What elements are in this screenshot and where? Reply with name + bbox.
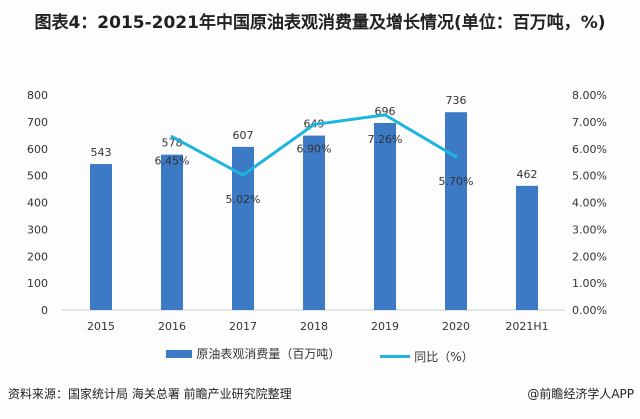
y-left-tick-label: 600 [27,143,48,156]
y-right-tick-label: 6.00% [572,143,607,156]
y-right-tick-label: 5.00% [572,170,607,183]
line-point [312,123,316,127]
x-tick-label: 2016 [158,320,186,333]
legend-item-bar: 原油表观消费量（百万吨） [166,345,340,362]
y-left-tick-label: 100 [27,277,48,290]
line-point [170,135,174,139]
y-left-tick-label: 800 [27,89,48,102]
bar-value-label: 543 [91,146,112,159]
bar-value-label: 578 [162,137,183,150]
y-left-tick-label: 300 [27,223,48,236]
x-tick-label: 2018 [300,320,328,333]
y-right-tick-label: 1.00% [572,277,607,290]
line-value-label: 7.26% [368,133,403,146]
x-tick-label: 2020 [442,320,470,333]
legend-label-line: 同比（%） [414,349,474,364]
bar [445,112,467,310]
legend-swatch-bar [166,349,193,358]
bar-value-label: 736 [446,94,467,107]
bar [374,122,396,310]
bar-value-label: 607 [233,129,254,142]
bar-value-label: 462 [517,168,538,181]
y-right-tick-label: 2.00% [572,250,607,263]
y-left-tick-label: 700 [27,116,48,129]
line-point [454,155,458,159]
y-left-tick-label: 0 [41,304,48,317]
y-right-tick-label: 7.00% [572,116,607,129]
y-left-tick-label: 200 [27,250,48,263]
legend: 原油表观消费量（百万吨） 同比（%） [0,345,640,365]
chart-title: 图表4：2015-2021年中国原油表观消费量及增长情况(单位：百万吨，%) [34,13,606,33]
legend-swatch-line [380,354,411,358]
x-tick-label: 2017 [229,320,257,333]
y-left-tick-label: 500 [27,170,48,183]
y-right-tick-label: 3.00% [572,223,607,236]
x-tick-label: 2021H1 [505,320,548,333]
line-point [383,113,387,117]
bar [303,135,325,310]
y-right-tick-label: 4.00% [572,197,607,210]
line-value-label: 6.90% [297,143,332,156]
bar [161,154,183,310]
line-value-label: 6.45% [155,155,190,168]
bar [232,146,254,310]
y-right-tick-label: 8.00% [572,89,607,102]
bar [516,185,538,310]
line-point [241,173,245,177]
y-left-tick-label: 400 [27,197,48,210]
line-value-label: 5.02% [226,193,261,206]
legend-label-bar: 原油表观消费量（百万吨） [196,347,341,361]
legend-item-line: 同比（%） [380,348,474,365]
line-value-label: 5.70% [439,175,474,188]
y-right-tick-label: 0.00% [572,304,607,317]
x-tick-label: 2015 [87,320,115,333]
source-note: 资料来源：国家统计局 海关总署 前瞻产业研究院整理 [8,387,292,401]
credit: @前瞻经济学人APP [527,387,634,401]
bar [90,164,112,310]
x-tick-label: 2019 [371,320,399,333]
